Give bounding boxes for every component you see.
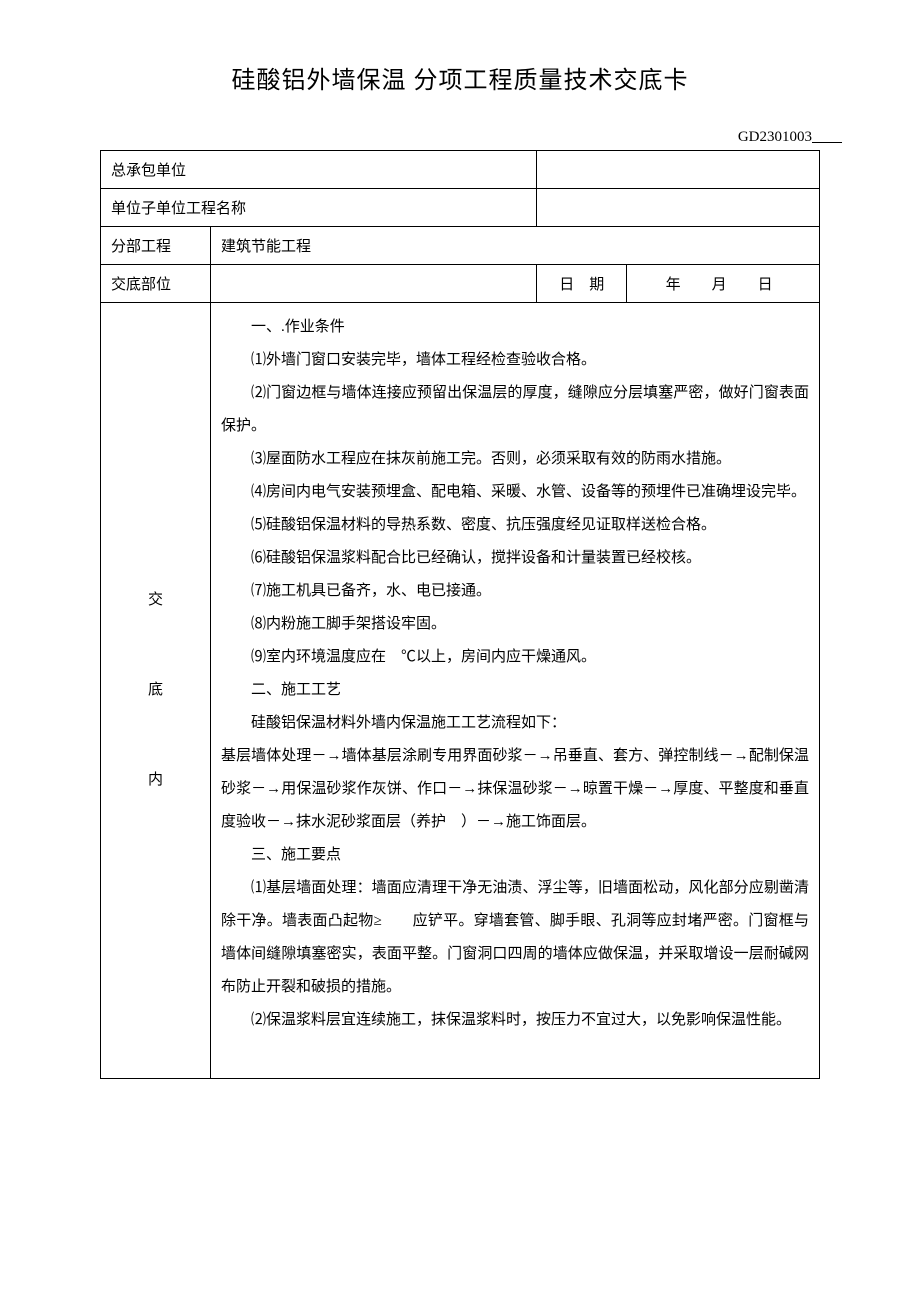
item-1-2: ⑵门窗边框与墙体连接应预留出保温层的厚度，缝隙应分层填塞严密，做好门窗表面保护。 (221, 377, 809, 443)
item-1-4: ⑷房间内电气安装预埋盒、配电箱、采暖、水管、设备等的预埋件已准确埋设完毕。 (221, 476, 809, 509)
item-1-6: ⑹硅酸铝保温浆料配合比已经确认，搅拌设备和计量装置已经校核。 (221, 542, 809, 575)
section-2-flow: 基层墙体处理－→墙体基层涂刷专用界面砂浆－→吊垂直、套方、弹控制线－→配制保温砂… (221, 740, 809, 839)
page-title: 硅酸铝外墙保温 分项工程质量技术交底卡 (100, 60, 820, 95)
item-1-7: ⑺施工机具已备齐，水、电已接通。 (221, 575, 809, 608)
section-1-title: 一、.作业条件 (221, 311, 809, 344)
content-body: 一、.作业条件 ⑴外墙门窗口安装完毕，墙体工程经检查验收合格。 ⑵门窗边框与墙体… (211, 303, 820, 1079)
section-2-title: 二、施工工艺 (221, 674, 809, 707)
item-3-2: ⑵保温浆料层宜连续施工，抹保温浆料时，按压力不宜过大，以免影响保温性能。 (221, 1004, 809, 1037)
item-1-5: ⑸硅酸铝保温材料的导热系数、密度、抗压强度经见证取样送检合格。 (221, 509, 809, 542)
item-1-1: ⑴外墙门窗口安装完毕，墙体工程经检查验收合格。 (221, 344, 809, 377)
unit-project-value (537, 189, 820, 227)
section-value: 建筑节能工程 (211, 227, 820, 265)
contractor-label: 总承包单位 (101, 151, 537, 189)
item-1-9: ⑼室内环境温度应在 ℃以上，房间内应干燥通风。 (221, 641, 809, 674)
location-label: 交底部位 (101, 265, 211, 303)
item-3-1: ⑴基层墙面处理：墙面应清理干净无油渍、浮尘等，旧墙面松动，风化部分应剔凿清除干净… (221, 872, 809, 1004)
side-label: 交底内 (101, 303, 211, 1079)
date-value: 年 月 日 (627, 265, 820, 303)
document-code: GD2301003 (100, 125, 820, 146)
section-3-title: 三、施工要点 (221, 839, 809, 872)
location-value (211, 265, 537, 303)
section-label: 分部工程 (101, 227, 211, 265)
contractor-value (537, 151, 820, 189)
section-2-intro: 硅酸铝保温材料外墙内保温施工工艺流程如下： (221, 707, 809, 740)
date-label: 日 期 (537, 265, 627, 303)
item-1-8: ⑻内粉施工脚手架搭设牢固。 (221, 608, 809, 641)
unit-project-label: 单位子单位工程名称 (101, 189, 537, 227)
item-1-3: ⑶屋面防水工程应在抹灰前施工完。否则，必须采取有效的防雨水措施。 (221, 443, 809, 476)
form-table: 总承包单位 单位子单位工程名称 分部工程 建筑节能工程 交底部位 日 期 年 月… (100, 150, 820, 1079)
